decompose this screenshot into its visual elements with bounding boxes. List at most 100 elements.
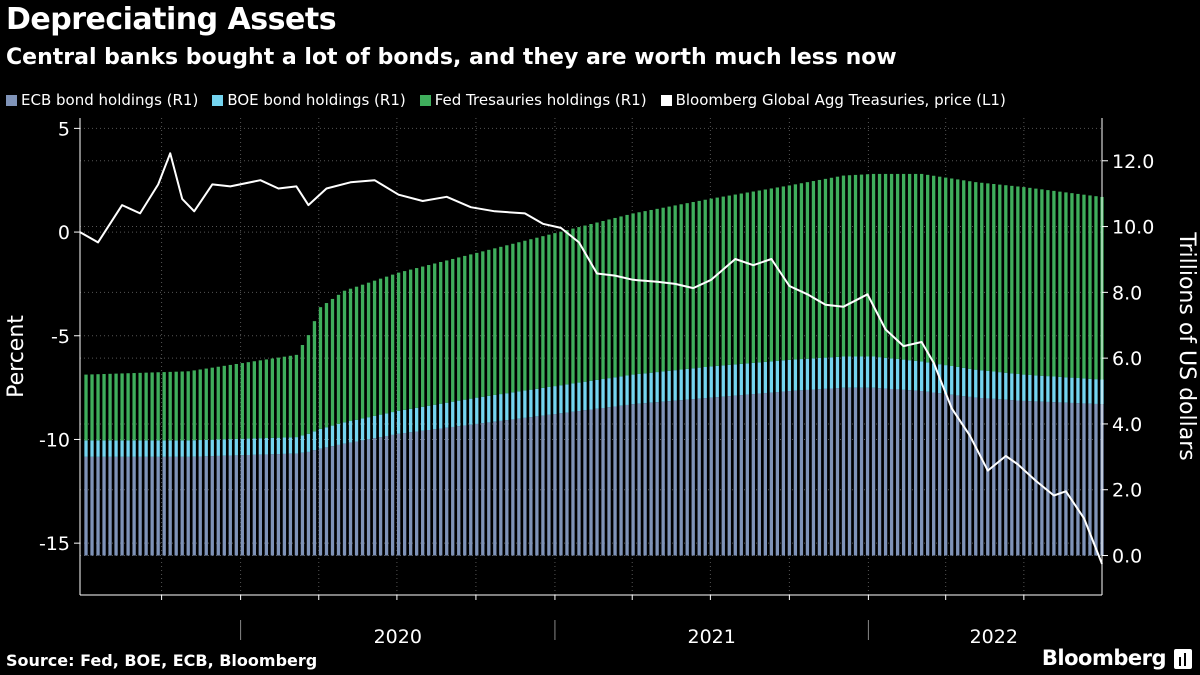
bar-ecb: [300, 452, 305, 556]
bar-ecb: [421, 430, 425, 556]
bar-ecb: [986, 398, 990, 556]
bar-ecb: [1082, 403, 1086, 556]
bar-ecb: [577, 411, 581, 556]
bar-boe: [408, 408, 413, 433]
bar-boe: [962, 367, 966, 397]
bar-boe: [715, 365, 719, 398]
bar-boe: [577, 382, 581, 412]
bar-fed: [1040, 189, 1044, 376]
bar-fed: [294, 354, 299, 438]
bar-fed: [1058, 191, 1062, 377]
bar-fed: [1052, 190, 1056, 377]
bar-boe: [1058, 376, 1062, 403]
bar-fed: [926, 174, 930, 363]
bar-fed: [258, 360, 263, 439]
bar-fed: [721, 196, 725, 366]
bar-ecb: [974, 397, 978, 556]
bar-boe: [144, 440, 148, 457]
bar-boe: [631, 374, 635, 405]
legend-label-ecb: ECB bond holdings (R1): [21, 91, 199, 109]
bar-fed: [90, 374, 94, 441]
bar-boe: [174, 440, 178, 457]
bar-boe: [324, 427, 329, 448]
bar-boe: [763, 361, 767, 394]
bar-boe: [84, 440, 88, 457]
bar-fed: [312, 321, 317, 432]
bar-ecb: [168, 456, 172, 556]
bar-fed: [877, 173, 882, 358]
bar-ecb: [396, 433, 401, 556]
bar-ecb: [102, 456, 106, 556]
bar-ecb: [980, 398, 984, 556]
bar-fed: [348, 288, 353, 422]
bar-boe: [264, 438, 269, 455]
bar-boe: [529, 389, 533, 418]
bar-boe: [865, 356, 870, 388]
bar-boe: [132, 440, 136, 457]
bar-boe: [583, 381, 587, 411]
bar-ecb: [559, 413, 563, 556]
bar-boe: [1064, 377, 1068, 403]
bar-ecb: [162, 456, 166, 556]
bar-boe: [751, 362, 755, 395]
bar-ecb: [823, 388, 828, 556]
bar-ecb: [439, 428, 443, 556]
bar-fed: [541, 236, 545, 388]
bar-fed: [667, 206, 671, 371]
bar-ecb: [907, 390, 912, 556]
bar-fed: [811, 181, 816, 359]
bar-boe: [186, 440, 190, 457]
bar-ecb: [511, 419, 515, 556]
left-tick-label: 0: [58, 222, 70, 244]
bar-boe: [445, 402, 449, 428]
bar-boe: [613, 377, 617, 407]
bar-fed: [270, 358, 275, 438]
bar-ecb: [487, 422, 491, 556]
bar-fed: [84, 374, 88, 441]
bar-ecb: [643, 403, 647, 556]
bar-boe: [926, 362, 930, 392]
bar-fed: [517, 242, 521, 392]
bar-boe: [745, 363, 749, 395]
bar-ecb: [649, 402, 653, 556]
bar-boe: [342, 422, 347, 444]
bar-fed: [427, 265, 431, 406]
bar-fed: [396, 272, 401, 411]
bar-ecb: [673, 400, 677, 556]
price-line: [79, 152, 1103, 565]
bar-boe: [222, 439, 226, 456]
bar-ecb: [655, 402, 659, 556]
bar-fed: [944, 177, 948, 366]
bar-ecb: [817, 389, 822, 556]
bar-boe: [1070, 377, 1074, 403]
bar-ecb: [156, 456, 160, 556]
bar-ecb: [306, 451, 311, 556]
bar-fed: [240, 363, 244, 439]
bar-fed: [889, 173, 894, 359]
bar-fed: [150, 372, 154, 441]
bar-fed: [252, 361, 256, 439]
bar-ecb: [847, 387, 852, 556]
bar-boe: [733, 364, 737, 396]
bar-boe: [889, 358, 894, 389]
bar-boe: [661, 371, 665, 402]
bar-ecb: [799, 390, 804, 556]
bar-fed: [180, 371, 184, 441]
bar-ecb: [811, 389, 816, 556]
bar-boe: [986, 370, 990, 399]
bar-ecb: [415, 431, 419, 556]
bar-fed: [589, 224, 593, 381]
legend-label-price: Bloomberg Global Agg Treasuries, price (…: [675, 91, 1006, 109]
bar-fed: [829, 177, 834, 358]
bar-fed: [469, 254, 473, 399]
left-axis-title: Percent: [4, 315, 29, 398]
bar-boe: [727, 364, 731, 397]
right-tick-label: 6.0: [1112, 348, 1142, 370]
bar-fed: [451, 258, 455, 402]
bar-ecb: [956, 395, 960, 556]
bar-boe: [384, 413, 389, 436]
bar-ecb: [601, 407, 605, 556]
bar-boe: [451, 401, 455, 427]
bar-fed: [463, 255, 467, 400]
bar-fed: [421, 266, 425, 407]
